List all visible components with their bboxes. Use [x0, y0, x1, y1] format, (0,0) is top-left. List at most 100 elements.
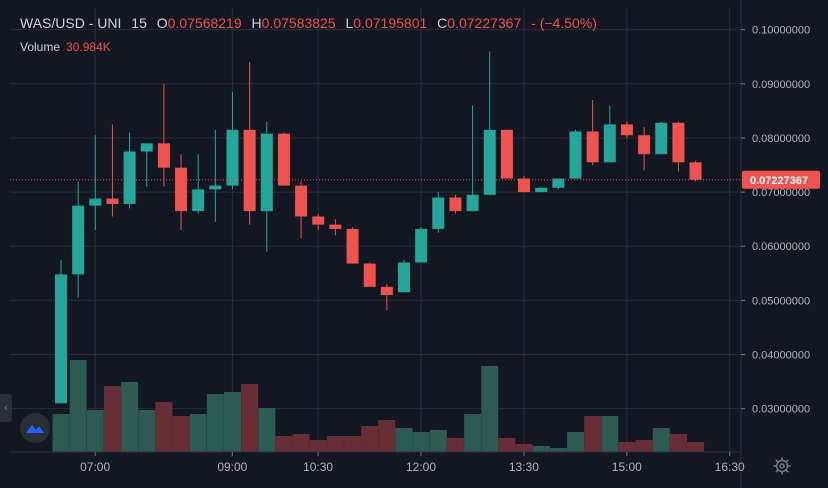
volume-bar: [224, 392, 241, 452]
candle-body[interactable]: [483, 129, 496, 195]
open-label: O: [156, 15, 168, 31]
candle-body[interactable]: [363, 263, 376, 287]
volume-bar: [378, 420, 396, 452]
tradingview-logo-icon[interactable]: [20, 413, 50, 443]
volume-value: 30.984K: [66, 40, 111, 54]
symbol-legend: WAS/USD - UNI 15 O0.07568219 H0.07583825…: [20, 15, 597, 31]
candle-body[interactable]: [620, 124, 633, 136]
volume-bar: [429, 430, 447, 452]
candle-body[interactable]: [689, 162, 702, 180]
volume-bar: [446, 438, 464, 452]
volume-bar: [412, 432, 430, 452]
price-tick-label: 0.03000000: [752, 404, 810, 416]
volume-bar: [292, 434, 310, 452]
candle-body[interactable]: [346, 228, 359, 264]
candle-body[interactable]: [140, 143, 153, 152]
volume-bar: [275, 436, 293, 452]
volume-bar: [258, 408, 276, 452]
volume-legend: Volume 30.984K: [20, 40, 111, 54]
candle-body[interactable]: [380, 286, 393, 295]
candle-body[interactable]: [157, 143, 170, 168]
candle-body[interactable]: [175, 167, 188, 212]
candle-body[interactable]: [586, 131, 599, 163]
time-tick-label: 10:30: [303, 460, 333, 474]
candle-body[interactable]: [106, 198, 119, 205]
price-tick-label: 0.06000000: [752, 241, 810, 253]
close-value: 0.07227367: [447, 15, 522, 31]
price-axis: 0.10000000 0.09000000 0.08000000 0.07000000…: [741, 25, 810, 416]
volume-bar: [86, 410, 104, 452]
volume-bar: [652, 428, 670, 452]
volume-bar: [52, 414, 70, 452]
candle-body[interactable]: [123, 151, 136, 205]
candle-body[interactable]: [552, 178, 565, 188]
candle-body[interactable]: [72, 205, 85, 275]
change-value: -: [531, 15, 536, 31]
candle-body[interactable]: [415, 228, 428, 263]
candle-body[interactable]: [449, 197, 462, 212]
volume-bar: [138, 410, 156, 452]
low-value: 0.07195801: [353, 15, 428, 31]
low-label: L: [345, 15, 354, 31]
symbol-name[interactable]: WAS/USD: [20, 15, 85, 31]
time-axis: 07:00 09:00 10:30 12:00 13:30 15:00 16:30: [80, 452, 745, 474]
volume-bar: [241, 384, 259, 452]
interval[interactable]: 15: [131, 15, 147, 31]
candle-body[interactable]: [260, 133, 273, 212]
candle-body[interactable]: [535, 187, 548, 193]
candle-body[interactable]: [209, 185, 222, 190]
candle-body[interactable]: [192, 189, 205, 212]
price-tick-label: 0.07000000: [752, 187, 810, 199]
chevron-left-icon[interactable]: ‹: [0, 394, 12, 422]
price-tick-label: 0.05000000: [752, 295, 810, 307]
time-tick-label: 12:00: [406, 460, 436, 474]
high-value: 0.07583825: [261, 15, 336, 31]
candle-body[interactable]: [655, 122, 668, 155]
volume-bar: [361, 426, 379, 452]
candle-body[interactable]: [277, 133, 290, 186]
candle-body[interactable]: [329, 224, 342, 229]
candle-body[interactable]: [432, 197, 445, 229]
exchange-name: UNI: [97, 15, 122, 31]
volume-label[interactable]: Volume: [20, 40, 61, 54]
candle-body[interactable]: [226, 129, 239, 186]
volume-bar: [155, 402, 173, 452]
volume-bar: [567, 432, 584, 452]
candle-body[interactable]: [243, 129, 256, 212]
change-percent: (−4.50%): [539, 15, 597, 31]
volume-bar: [532, 446, 550, 452]
price-tick-label: 0.04000000: [752, 350, 810, 362]
time-tick-label: 13:30: [509, 460, 539, 474]
volume-bar: [309, 440, 327, 452]
price-tick-label: 0.10000000: [752, 25, 810, 37]
candle-body[interactable]: [466, 194, 479, 212]
candle-body[interactable]: [295, 185, 308, 217]
candle-body[interactable]: [398, 262, 410, 293]
candle-body[interactable]: [500, 129, 513, 179]
close-label: C: [437, 15, 448, 31]
price-tick-label: 0.08000000: [752, 133, 810, 145]
candle-body[interactable]: [569, 131, 582, 179]
volume-bar: [189, 414, 207, 452]
candles: [55, 51, 702, 404]
volume-bar: [481, 366, 499, 452]
price-tick-label: 0.09000000: [752, 79, 810, 91]
volume-bar: [601, 416, 619, 452]
candle-body[interactable]: [638, 135, 651, 155]
candle-body[interactable]: [55, 274, 67, 404]
volume-bar: [206, 394, 224, 452]
candle-body[interactable]: [518, 178, 531, 193]
volume-bar: [687, 442, 705, 452]
candle-body[interactable]: [603, 124, 616, 163]
volume-bar: [515, 444, 533, 452]
gear-icon[interactable]: [773, 457, 791, 475]
candle-body[interactable]: [312, 216, 325, 225]
time-tick-label: 15:00: [612, 460, 642, 474]
last-price-label: 0.07227367: [750, 175, 808, 187]
candle-body[interactable]: [89, 198, 102, 206]
volume-bar: [549, 448, 567, 452]
candle-body[interactable]: [672, 122, 685, 163]
volume-bar: [69, 360, 87, 452]
volume-bar: [464, 414, 482, 452]
